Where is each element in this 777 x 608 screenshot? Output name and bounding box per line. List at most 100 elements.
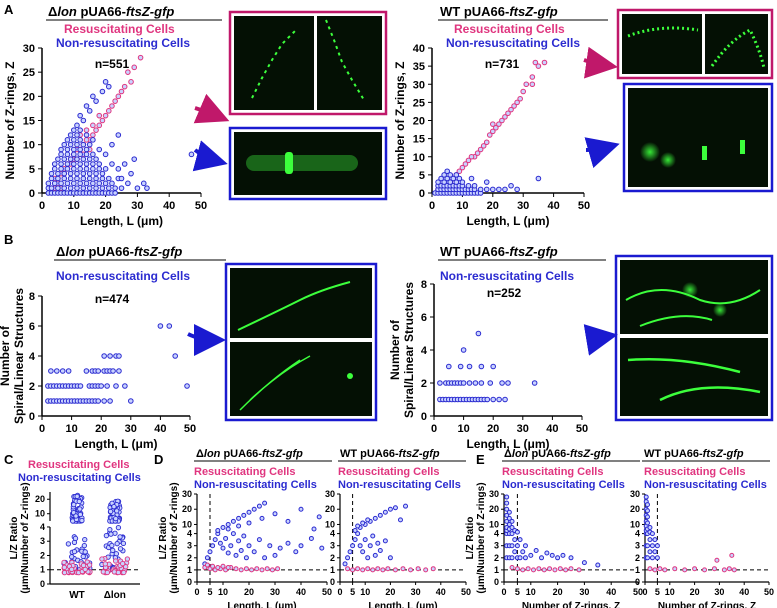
- x-tick-label: 40: [547, 200, 559, 212]
- data-point: [490, 396, 497, 403]
- data-point: [644, 555, 650, 561]
- y-tick-label: 20: [325, 504, 335, 514]
- data-point: [490, 186, 496, 193]
- data-point: [355, 566, 361, 572]
- data-point: [86, 185, 93, 191]
- data-point: [415, 566, 421, 572]
- y-tick-label: 30: [413, 79, 425, 91]
- data-point: [108, 531, 114, 537]
- chart-a-left: 0 10 20 30 40 50 0 5 10 15 20 25 30 Length, L (μm) Num…: [3, 43, 207, 228]
- y-tick-label: 30: [23, 43, 35, 55]
- data-point: [345, 555, 351, 561]
- data-point: [444, 175, 451, 182]
- data-point: [355, 531, 361, 537]
- data-point: [64, 137, 71, 143]
- data-point: [71, 137, 77, 143]
- y-tick-label: 0: [29, 188, 35, 200]
- data-point: [254, 566, 260, 572]
- data-point: [246, 520, 252, 526]
- data-point: [83, 146, 90, 153]
- data-point: [51, 180, 58, 187]
- data-point: [74, 185, 80, 191]
- data-point: [51, 161, 58, 167]
- data-point: [74, 132, 80, 138]
- y-tick-label: 10: [182, 519, 192, 529]
- data-point: [514, 186, 520, 193]
- data-point: [460, 347, 467, 353]
- data-point: [110, 547, 116, 554]
- data-point: [67, 141, 74, 148]
- data-point: [80, 553, 86, 560]
- data-point: [215, 564, 221, 570]
- data-point: [714, 557, 720, 563]
- data-point: [652, 549, 658, 555]
- data-point: [259, 567, 265, 573]
- data-point: [90, 180, 96, 187]
- data-point: [523, 81, 530, 88]
- data-point: [370, 567, 376, 573]
- data-point: [506, 521, 512, 527]
- legend-resuscitating: Resuscitating Cells: [64, 22, 175, 36]
- micrograph-frame-blue: [622, 82, 774, 193]
- arrow-blue-icon: [187, 323, 226, 356]
- data-point: [77, 383, 84, 389]
- data-point: [468, 153, 475, 160]
- x-tick-label: 30: [131, 200, 143, 212]
- data-point: [212, 537, 218, 543]
- data-point: [80, 185, 87, 191]
- data-point: [99, 170, 106, 177]
- x-tick-label: 20: [690, 587, 700, 597]
- data-point: [207, 549, 213, 555]
- data-point: [83, 161, 90, 167]
- data-point: [74, 493, 80, 499]
- data-point: [215, 528, 221, 534]
- data-point: [298, 506, 304, 512]
- y-tick-label: 30: [630, 489, 640, 499]
- data-point: [387, 506, 393, 512]
- y-tick-label: 0: [635, 577, 640, 587]
- micrograph-frame-blue: [228, 126, 388, 201]
- data-point: [269, 567, 275, 573]
- data-point: [93, 170, 99, 177]
- data-point: [125, 180, 131, 187]
- data-point: [528, 552, 534, 558]
- y-tick-label: 35: [413, 61, 425, 73]
- data-point: [107, 527, 113, 533]
- data-point: [465, 157, 472, 164]
- data-point: [123, 564, 129, 570]
- data-point: [80, 141, 87, 148]
- data-point: [107, 398, 113, 404]
- data-point: [110, 368, 116, 374]
- data-point: [71, 548, 78, 555]
- x-tick-label: 10: [456, 200, 468, 212]
- data-point: [61, 175, 68, 182]
- data-point: [67, 156, 74, 162]
- panel-b-right-title: WT pUA66-ftsZ-gfp: [440, 244, 558, 259]
- data-point: [514, 529, 520, 535]
- micrograph-image: [230, 268, 372, 338]
- data-point: [460, 380, 467, 386]
- data-point: [509, 531, 515, 537]
- chart-b-right: 0 10 20 30 40 50 0 2 4 6 8 Length, L (μm) Number ofS…: [388, 279, 588, 451]
- data-point: [536, 566, 542, 572]
- data-point: [430, 566, 436, 572]
- data-point: [225, 564, 231, 570]
- data-point: [477, 186, 484, 193]
- data-point: [83, 180, 90, 187]
- data-point: [223, 535, 229, 541]
- legend-resuscitating: Resuscitating Cells: [644, 466, 745, 478]
- data-point: [308, 535, 314, 541]
- data-point: [109, 141, 115, 148]
- data-point: [102, 112, 109, 119]
- data-point: [83, 103, 90, 109]
- data-point: [117, 534, 123, 540]
- data-point: [355, 523, 361, 529]
- data-point: [243, 566, 249, 572]
- z-ring-signal: [251, 19, 365, 101]
- data-point: [529, 74, 536, 80]
- legend-resuscitating: Resuscitating Cells: [338, 466, 439, 478]
- data-point: [65, 541, 72, 547]
- y-tick-label: 30: [325, 489, 335, 499]
- x-tick-label: 30: [125, 423, 137, 435]
- data-point: [403, 503, 409, 509]
